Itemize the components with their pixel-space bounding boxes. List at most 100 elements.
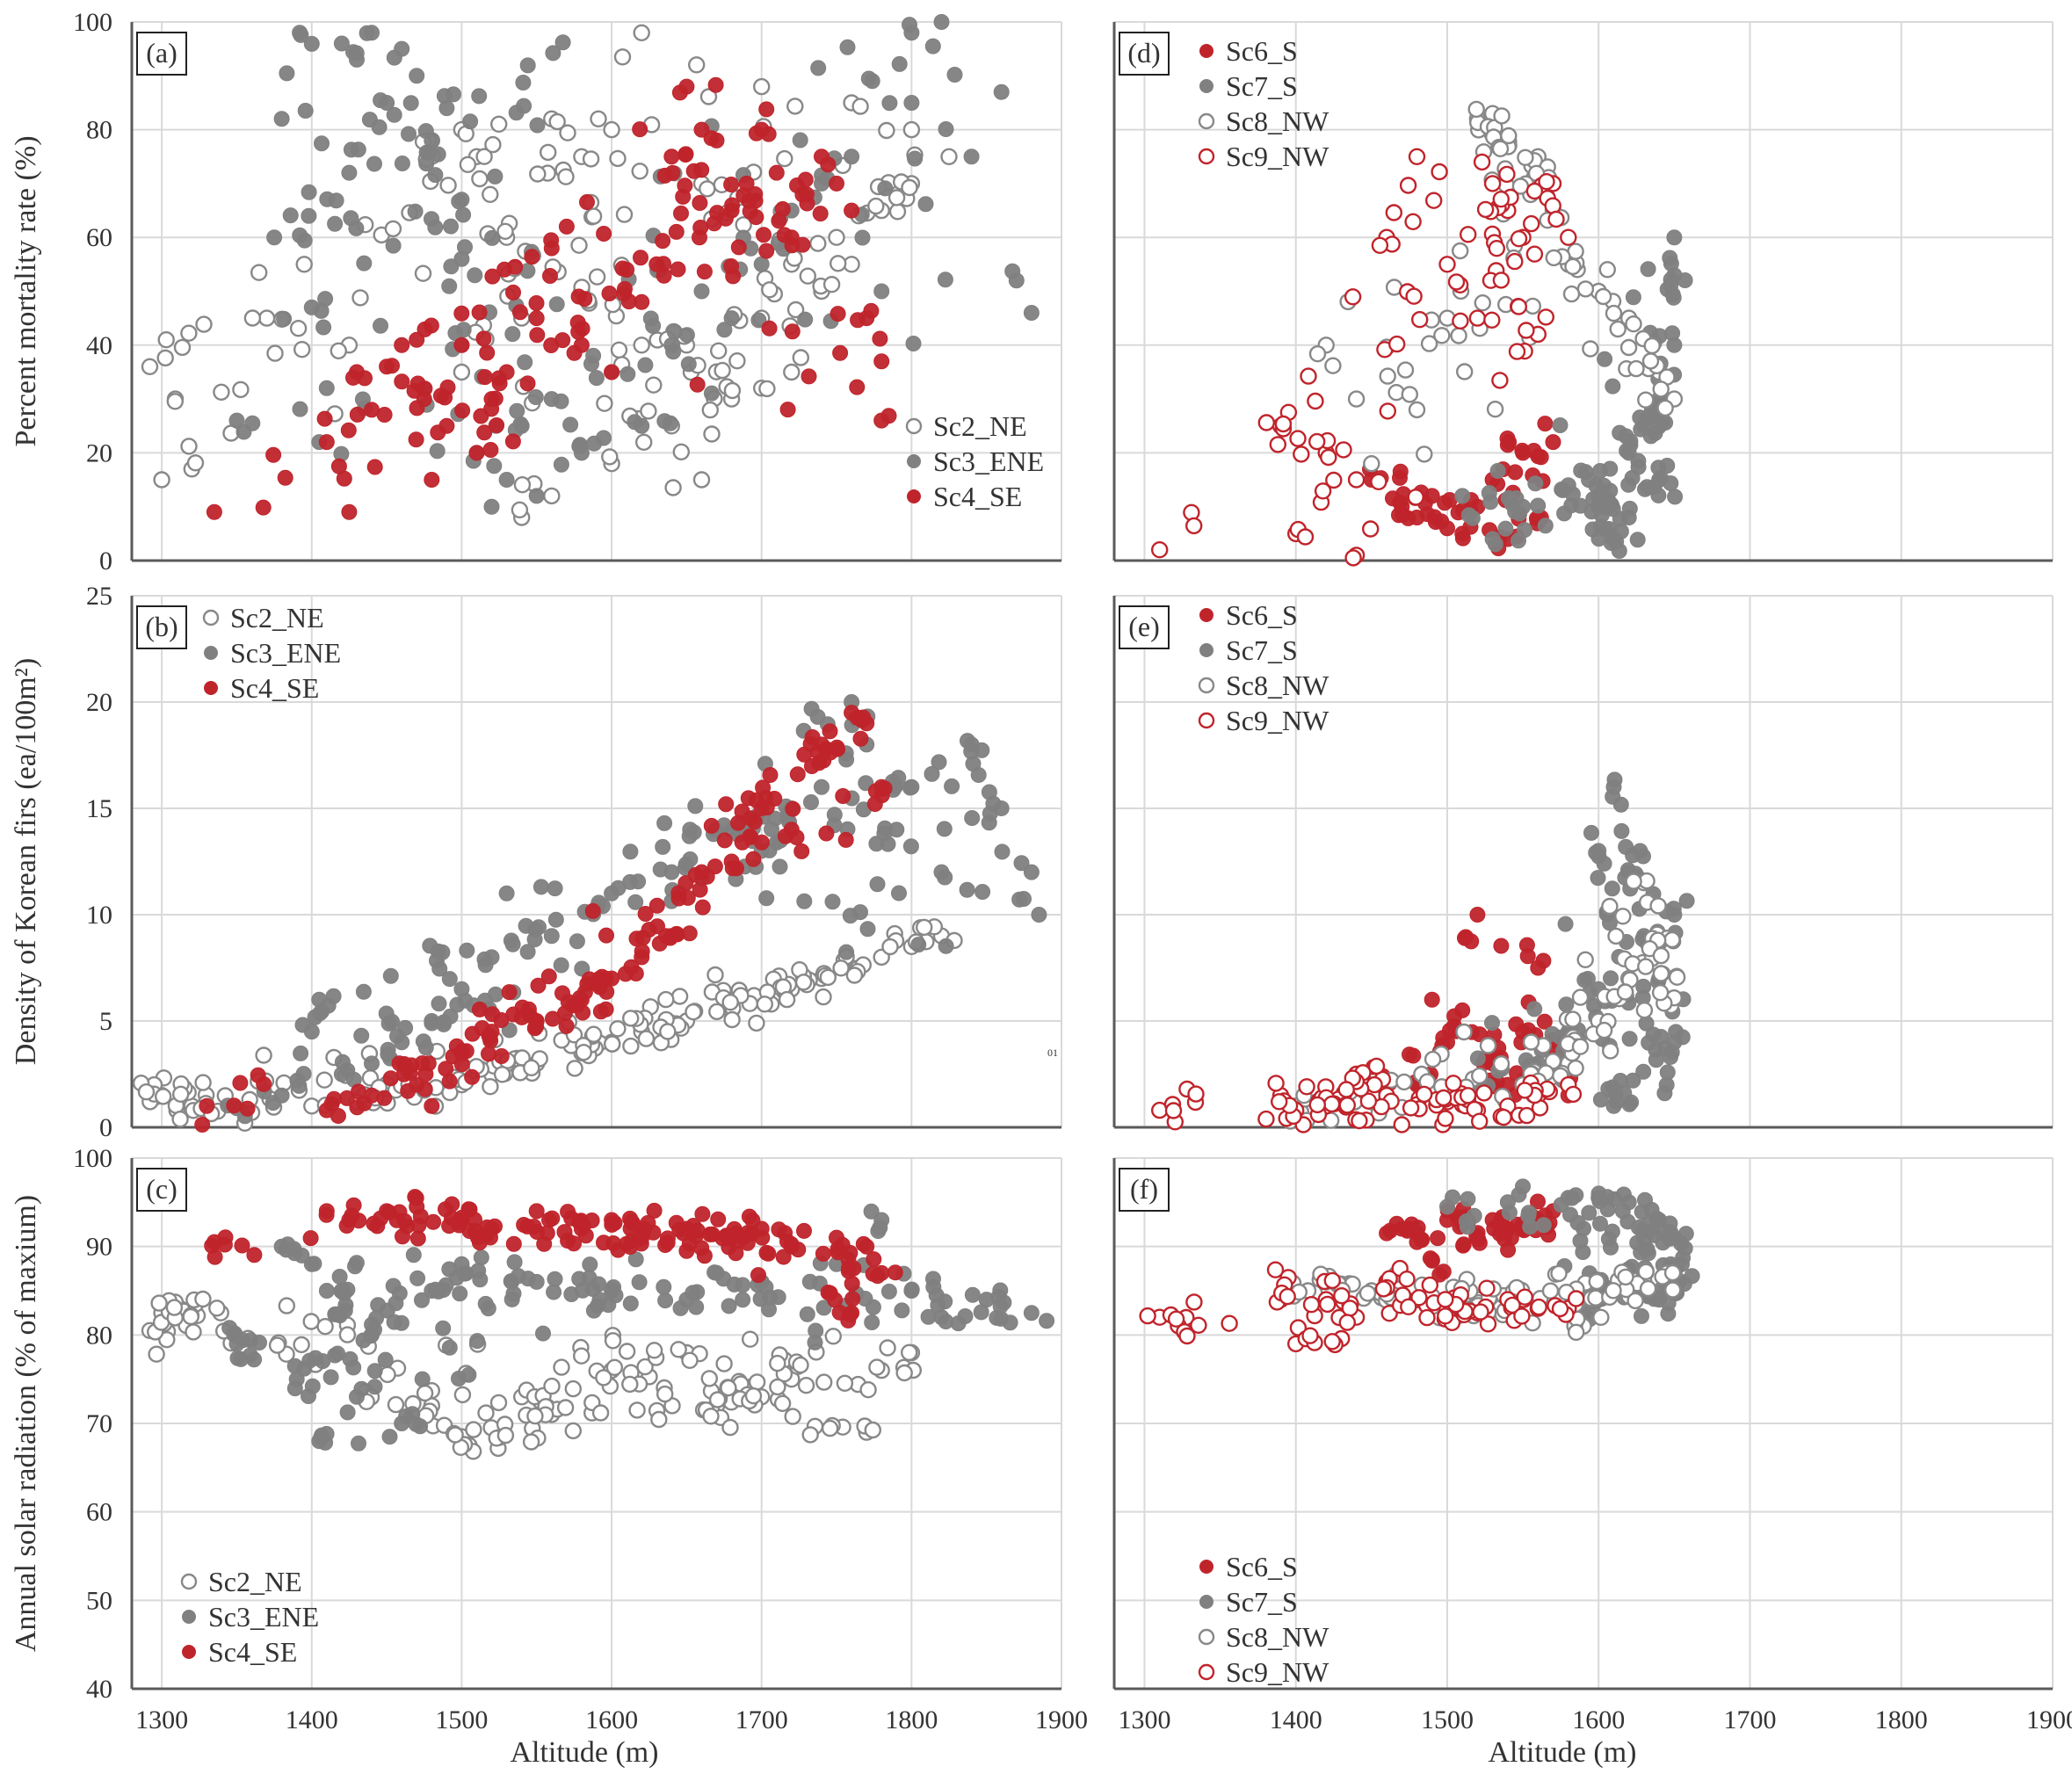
point-c-Sc3_ENE-170 [706,1264,723,1281]
series-a-Sc3_ENE [228,14,1040,515]
point-a-Sc2_NE-0 [141,358,159,375]
point-b-Sc3_ENE-59 [476,951,493,967]
point-c-Sc2_NE-50 [553,1358,570,1376]
point-a-Sc3_ENE-131 [891,55,908,72]
point-b-Sc3_ENE-95 [960,733,975,749]
point-c-Sc2_NE-138 [836,1374,854,1393]
point-d-Sc7_S-113 [1663,272,1679,288]
point-c-Sc2_NE-170 [721,1418,739,1437]
point-c-Sc2_NE-27 [158,1330,176,1349]
point-c-Sc3_ENE-118 [622,1295,639,1312]
point-e-Sc8_NW-93 [1595,1021,1613,1039]
point-c-Sc2_NE-185 [591,1404,610,1422]
point-f-Sc9_NW-62 [1302,1295,1321,1314]
point-c-Sc3_ENE-199 [286,1358,303,1374]
point-c-Sc4_SE-98 [410,1217,427,1234]
point-c-Sc4_SE-144 [739,1225,756,1242]
point-d-Sc8_NW-85 [1379,367,1396,385]
point-c-Sc3_ENE-39 [672,1300,689,1316]
point-d-Sc8_NW-88 [1467,100,1485,119]
point-a-Sc4_SE-127 [685,163,702,179]
point-e-Sc8_NW-79 [1663,930,1681,949]
point-a-Sc4_SE-148 [617,280,633,297]
point-c-Sc2_NE-70 [650,1410,668,1429]
point-a-Sc3_ENE-36 [873,283,890,300]
point-d-Sc7_S-100 [1517,522,1532,539]
stray-label: 01 [1047,1046,1058,1059]
point-a-Sc4_SE-54 [880,408,897,424]
point-a-Sc4_SE-101 [255,499,272,516]
point-d-Sc7_S-96 [1625,289,1641,306]
point-d-Sc8_NW-32 [1619,338,1638,357]
point-d-Sc7_S-98 [1642,428,1659,445]
point-c-Sc3_ENE-192 [435,1282,452,1298]
point-c-Sc3_ENE-43 [377,1351,394,1368]
point-a-Sc3_ENE-55 [797,311,814,328]
point-b-Sc4_SE-28 [493,1048,510,1064]
point-c-Sc2_NE-172 [821,1419,839,1437]
point-a-Sc3_ENE-105 [276,310,293,327]
point-d-Sc7_S-112 [1620,476,1637,493]
panel-label-a: (a) [136,32,187,76]
point-c-Sc3_ENE-51 [286,1380,303,1397]
point-d-Sc9_NW-17 [1404,213,1422,231]
point-d-Sc7_S-114 [1577,464,1594,481]
point-b-Sc2_NE-112 [609,1020,627,1038]
point-a-Sc3_ENE-198 [292,227,308,243]
point-c-Sc3_ENE-195 [930,1297,946,1314]
point-a-Sc2_NE-6 [295,256,313,273]
ytick-c-0: 40 [86,1675,112,1704]
point-b-Sc3_ENE-131 [982,805,998,822]
point-b-Sc3_ENE-73 [519,944,536,960]
point-a-Sc3_ENE-132 [385,237,402,254]
point-b-Sc3_ENE-116 [320,997,337,1014]
point-a-Sc3_ENE-108 [314,135,330,152]
point-b-Sc2_NE-118 [815,988,832,1006]
point-d-Sc7_S-7 [1666,229,1683,246]
point-b-Sc3_ENE-25 [1023,864,1040,880]
point-a-Sc3_ENE-121 [359,25,375,41]
point-e-Sc6_S-58 [1519,948,1536,965]
point-c-Sc3_ENE-194 [688,1299,705,1315]
point-a-Sc3_ENE-71 [619,366,636,382]
legend-label-d-Sc8_NW: Sc8_NW [1226,105,1329,137]
legend-label-f-Sc8_NW: Sc8_NW [1226,1621,1329,1653]
point-c-Sc4_SE-165 [438,1201,453,1218]
point-c-Sc3_ENE-173 [864,1314,880,1330]
point-e-Sc7_S-49 [1613,822,1630,839]
point-a-Sc2_NE-102 [180,438,198,455]
point-a-Sc2_NE-45 [596,395,613,412]
point-b-Sc4_SE-137 [734,834,750,851]
point-f-Sc6_S-50 [1402,1220,1418,1237]
point-f-Sc9_NW-89 [1398,1270,1416,1288]
point-a-Sc3_ENE-93 [244,415,261,431]
point-a-Sc3_ENE-41 [993,83,1010,100]
point-a-Sc4_SE-51 [349,406,366,423]
point-d-Sc8_NW-16 [1582,340,1599,358]
point-a-Sc2_NE-24 [633,337,650,354]
point-c-Sc2_NE-126 [797,1376,815,1394]
point-a-Sc4_SE-70 [673,205,689,221]
point-a-Sc4_SE-113 [484,268,501,285]
point-c-Sc3_ENE-160 [304,1378,321,1394]
point-b-Sc2_NE-180 [523,1059,540,1077]
point-a-Sc4_SE-132 [566,344,583,361]
point-c-Sc3_ENE-189 [510,1268,526,1285]
point-c-Sc4_SE-93 [605,1235,621,1251]
point-e-Sc7_S-117 [1606,771,1623,788]
legend-marker-a-Sc4_SE [907,489,921,503]
point-a-Sc2_NE-77 [809,235,827,252]
point-a-Sc3_ENE-138 [637,357,654,373]
point-c-Sc4_SE-104 [408,1190,424,1206]
legend-marker-f-Sc7_S [1199,1595,1213,1609]
point-c-Sc3_ENE-187 [228,1328,244,1343]
point-e-Sc8_NW-86 [1576,951,1594,969]
point-c-Sc3_ENE-134 [452,1285,468,1302]
xtick-f-3: 1600 [1572,1705,1625,1734]
point-d-Sc9_NW-87 [1387,335,1406,353]
point-f-Sc9_NW-27 [1190,1316,1207,1335]
point-b-Sc4_SE-121 [441,1073,458,1090]
point-a-Sc3_ENE-194 [902,17,917,33]
point-c-Sc3_ENE-196 [607,1287,624,1304]
point-a-Sc4_SE-162 [473,408,489,424]
